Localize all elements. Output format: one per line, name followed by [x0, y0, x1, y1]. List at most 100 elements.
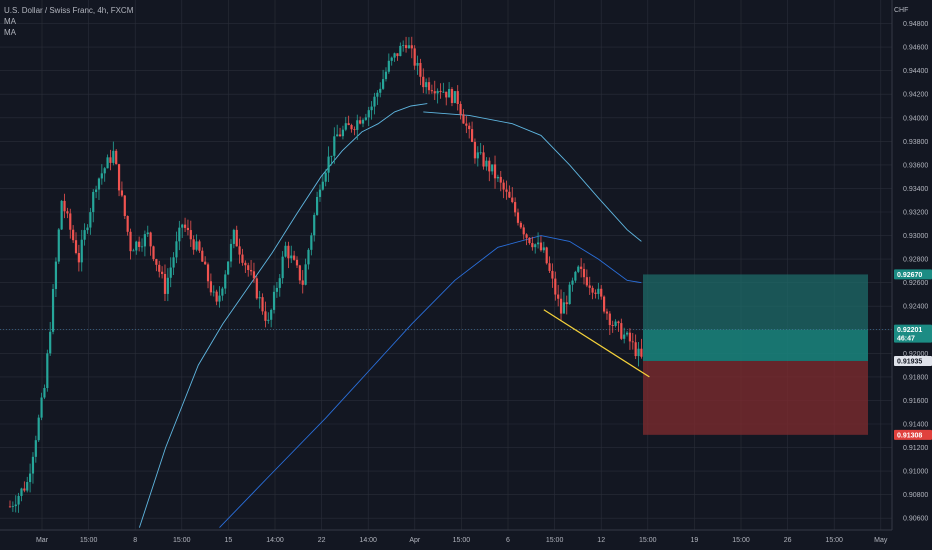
support-trendline[interactable]: [543, 309, 650, 378]
candle-body[interactable]: [267, 319, 270, 321]
candle-body[interactable]: [577, 266, 580, 272]
trendline-drawing[interactable]: [543, 309, 650, 378]
symbol-title[interactable]: U.S. Dollar / Swiss Franc, 4h, FXCM: [4, 6, 134, 15]
candle-body[interactable]: [143, 234, 146, 247]
candle-body[interactable]: [235, 229, 238, 247]
candle-body[interactable]: [364, 117, 367, 120]
candle-body[interactable]: [580, 266, 583, 269]
candle-body[interactable]: [376, 92, 379, 97]
candle-body[interactable]: [43, 388, 46, 398]
candle-body[interactable]: [315, 196, 319, 215]
candle-body[interactable]: [562, 302, 566, 314]
candle-body[interactable]: [511, 197, 514, 203]
candle-body[interactable]: [361, 119, 365, 124]
candle-body[interactable]: [545, 247, 548, 264]
candle-body[interactable]: [425, 82, 428, 88]
candle-body[interactable]: [183, 224, 187, 228]
candle-body[interactable]: [634, 342, 637, 357]
candle-body[interactable]: [255, 278, 258, 299]
candle-body[interactable]: [229, 243, 233, 262]
candle-body[interactable]: [459, 103, 462, 115]
candle-body[interactable]: [359, 120, 362, 124]
candle-body[interactable]: [26, 482, 29, 491]
candle-body[interactable]: [591, 287, 594, 293]
candle-body[interactable]: [129, 231, 132, 252]
candle-body[interactable]: [327, 156, 330, 173]
candle-body[interactable]: [536, 242, 540, 245]
candle-body[interactable]: [470, 129, 474, 142]
candle-body[interactable]: [161, 271, 164, 274]
candle-body[interactable]: [341, 129, 345, 137]
ma-fast-line[interactable]: [138, 103, 428, 528]
candle-body[interactable]: [103, 168, 106, 174]
candle-body[interactable]: [275, 287, 279, 292]
candle-body[interactable]: [485, 160, 488, 167]
candle-body[interactable]: [304, 264, 307, 285]
candle-body[interactable]: [347, 123, 350, 126]
candle-body[interactable]: [212, 291, 215, 293]
candle-body[interactable]: [281, 256, 284, 279]
candle-body[interactable]: [195, 241, 198, 250]
candle-body[interactable]: [338, 134, 342, 137]
candle-body[interactable]: [491, 164, 494, 172]
candle-body[interactable]: [224, 274, 227, 289]
candle-body[interactable]: [206, 264, 210, 282]
candle-body[interactable]: [100, 173, 103, 179]
candle-body[interactable]: [92, 191, 95, 213]
candle-body[interactable]: [112, 150, 115, 163]
candle-body[interactable]: [169, 267, 172, 278]
candle-body[interactable]: [321, 181, 324, 190]
candle-body[interactable]: [140, 246, 144, 248]
candle-body[interactable]: [37, 417, 40, 441]
candle-body[interactable]: [625, 332, 629, 335]
candle-body[interactable]: [427, 82, 431, 91]
candle-body[interactable]: [330, 155, 333, 157]
candle-body[interactable]: [189, 230, 192, 240]
candle-body[interactable]: [439, 90, 442, 93]
candle-body[interactable]: [89, 212, 92, 228]
candle-body[interactable]: [238, 246, 241, 255]
candle-body[interactable]: [284, 245, 287, 257]
candlesticks[interactable]: [8, 36, 643, 513]
time-axis[interactable]: Mar 15:00 8 15:00 15 14:00 22 14:00 Apr 15:00 6 15:…: [0, 529, 892, 544]
candle-body[interactable]: [416, 62, 419, 66]
candle-body[interactable]: [611, 325, 614, 326]
candle-body[interactable]: [393, 53, 396, 58]
candle-body[interactable]: [554, 278, 557, 295]
candle-body[interactable]: [175, 241, 178, 258]
candle-body[interactable]: [63, 200, 66, 212]
candle-body[interactable]: [83, 230, 86, 240]
candle-body[interactable]: [138, 241, 141, 247]
candle-body[interactable]: [602, 296, 606, 312]
candle-body[interactable]: [155, 259, 158, 265]
candle-body[interactable]: [20, 488, 23, 496]
candle-body[interactable]: [295, 259, 299, 266]
candle-body[interactable]: [313, 214, 316, 236]
candle-body[interactable]: [301, 280, 304, 285]
candle-body[interactable]: [132, 250, 135, 252]
candle-body[interactable]: [95, 189, 98, 192]
candle-body[interactable]: [232, 229, 235, 244]
candle-body[interactable]: [585, 277, 588, 286]
price-axis[interactable]: 0.94800 0.94600 0.94400 0.94200 0.94000 0.938…: [891, 0, 928, 530]
candle-body[interactable]: [215, 291, 218, 302]
candle-body[interactable]: [80, 239, 83, 263]
candle-body[interactable]: [333, 136, 336, 156]
candle-body[interactable]: [382, 79, 385, 89]
candle-body[interactable]: [390, 57, 393, 61]
candle-body[interactable]: [462, 114, 465, 124]
candle-body[interactable]: [516, 212, 520, 223]
candle-body[interactable]: [49, 331, 52, 354]
candle-body[interactable]: [597, 288, 600, 294]
candle-body[interactable]: [433, 91, 436, 94]
candle-body[interactable]: [442, 91, 445, 93]
candle-body[interactable]: [135, 241, 138, 251]
candle-body[interactable]: [493, 164, 497, 179]
candle-body[interactable]: [568, 284, 571, 305]
candle-body[interactable]: [252, 271, 256, 279]
candle-body[interactable]: [399, 45, 402, 57]
candle-body[interactable]: [115, 150, 118, 165]
candle-body[interactable]: [247, 265, 250, 271]
candle-body[interactable]: [278, 278, 281, 288]
candle-body[interactable]: [149, 232, 152, 247]
